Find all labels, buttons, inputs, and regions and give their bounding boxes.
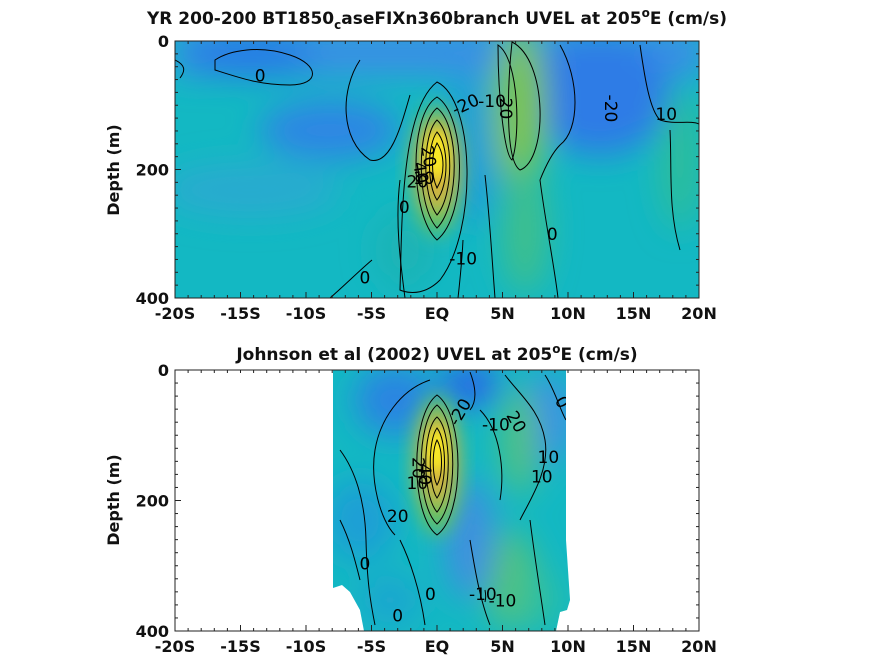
x-tick-label: EQ bbox=[425, 637, 450, 656]
contour-lines-top bbox=[175, 41, 699, 298]
contour-label: 20 bbox=[407, 172, 429, 192]
contour-label: 0 bbox=[360, 269, 371, 289]
x-tick-label: EQ bbox=[425, 304, 450, 323]
contour-label: 10 bbox=[655, 105, 677, 125]
contour-label: 0 bbox=[547, 225, 558, 245]
contour-label: -20 bbox=[600, 95, 620, 123]
x-tick-label: 5N bbox=[490, 637, 515, 656]
contour-label: -10 bbox=[489, 592, 517, 612]
contour-label: 0 bbox=[399, 198, 410, 218]
contour-label: -10 bbox=[482, 415, 510, 435]
x-tick-label: -20S bbox=[155, 637, 195, 656]
contour-label: 0 bbox=[360, 554, 371, 574]
chart-title-bottom: Johnson et al (2002) UVEL at 205oE (cm/s… bbox=[235, 342, 637, 365]
chart-title-top: YR 200-200 BT1850caseFIXn360branch UVEL … bbox=[146, 6, 727, 31]
x-tick-label: -10S bbox=[286, 304, 326, 323]
x-tick-label: -15S bbox=[220, 304, 260, 323]
contour-label: -10 bbox=[469, 585, 497, 605]
x-tick-label: -15S bbox=[220, 637, 260, 656]
x-tick-label: 10N bbox=[550, 637, 586, 656]
x-tick-label: -10S bbox=[286, 637, 326, 656]
contour-label: 40 bbox=[408, 160, 431, 185]
x-tick-label: -20S bbox=[155, 304, 195, 323]
contour-label: 20 bbox=[495, 98, 515, 120]
y-axis-label-bottom: Depth (m) bbox=[104, 454, 123, 546]
contour-label: 20 bbox=[416, 144, 439, 169]
y-tick-label: 0 bbox=[158, 32, 169, 51]
y-tick-label: 200 bbox=[136, 492, 169, 511]
contour-label: 20 bbox=[407, 457, 427, 479]
y-tick-label: 400 bbox=[136, 289, 169, 308]
contour-label: 10 bbox=[407, 474, 429, 494]
panel-top: YR 200-200 BT1850caseFIXn360branch UVEL … bbox=[104, 6, 727, 323]
y-axis-label-top: Depth (m) bbox=[104, 124, 123, 216]
panel-bottom: Johnson et al (2002) UVEL at 205oE (cm/s… bbox=[104, 342, 717, 656]
x-tick-label: 15N bbox=[616, 304, 652, 323]
contour-label: 10 bbox=[531, 468, 553, 488]
y-tick-label: 400 bbox=[136, 622, 169, 641]
contour-label: 0 bbox=[255, 66, 266, 86]
y-tick-label: 0 bbox=[158, 361, 169, 380]
x-tick-label: -5S bbox=[357, 304, 386, 323]
y-tick-label: 200 bbox=[136, 161, 169, 180]
x-tick-label: 20N bbox=[681, 637, 717, 656]
contour-label: 40 bbox=[414, 464, 434, 486]
contour-label: 0 bbox=[425, 585, 436, 605]
contour-label: 10 bbox=[413, 169, 435, 189]
x-tick-label: 20N bbox=[681, 304, 717, 323]
contour-label: -10 bbox=[449, 249, 477, 269]
x-tick-label: 10N bbox=[550, 304, 586, 323]
contour-lines-bottom bbox=[339, 371, 567, 626]
contour-label: 10 bbox=[538, 448, 560, 468]
contour-label: -10 bbox=[478, 92, 506, 112]
x-tick-label: -5S bbox=[357, 637, 386, 656]
x-tick-label: 15N bbox=[616, 637, 652, 656]
x-tick-label: 5N bbox=[490, 304, 515, 323]
contour-label: 20 bbox=[387, 507, 409, 527]
contour-label: 0 bbox=[392, 607, 403, 627]
